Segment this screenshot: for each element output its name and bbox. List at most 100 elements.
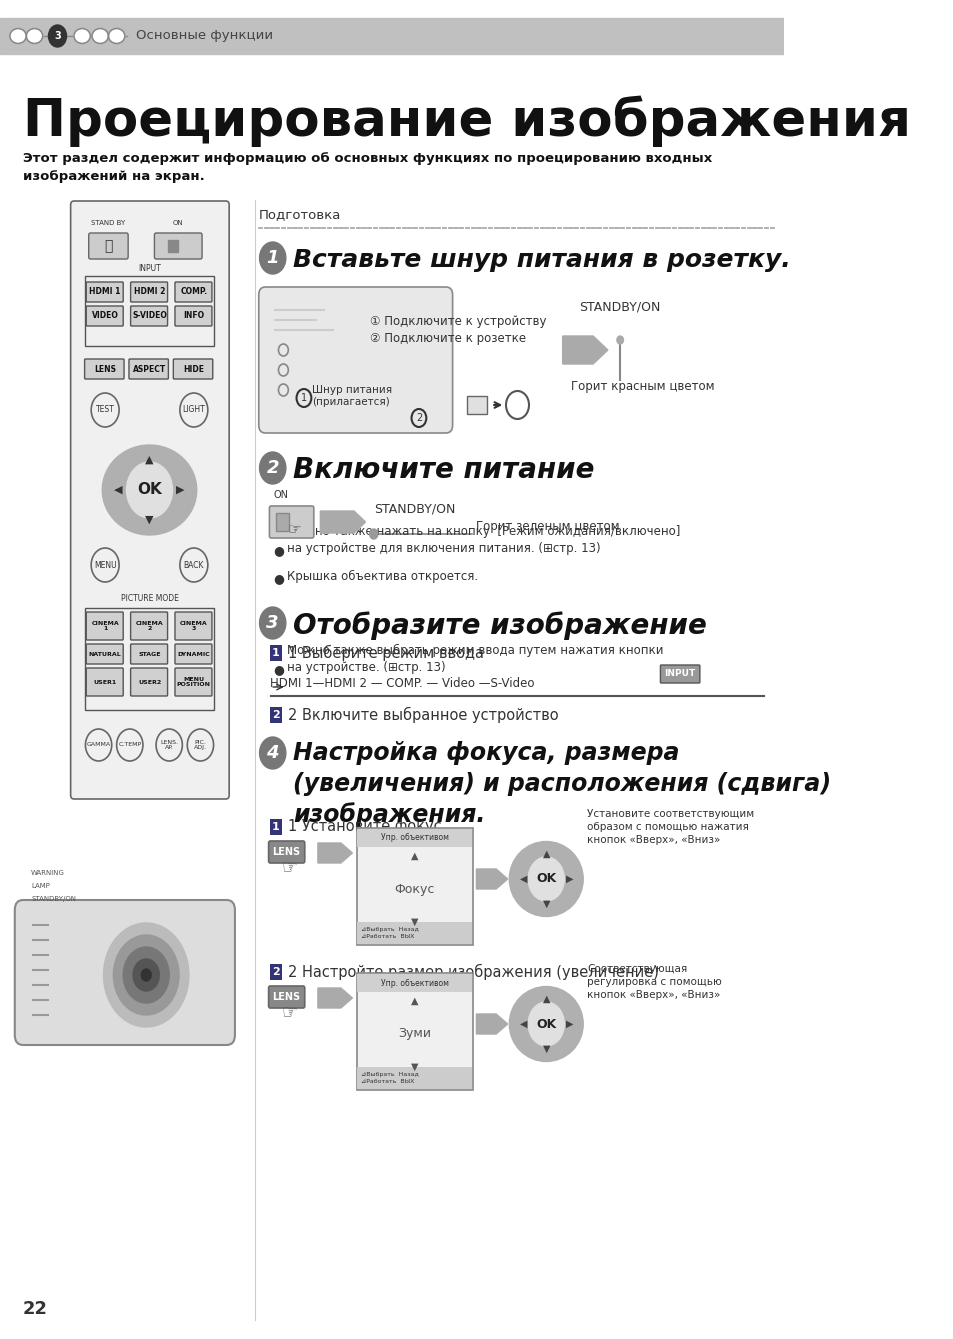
Text: HDMI 1—HDMI 2 — COMP. — Video —S-Video: HDMI 1—HDMI 2 — COMP. — Video —S-Video <box>270 678 535 690</box>
Text: Установите соответствующим
образом с помощью нажатия
кнопок «Вверх», «Вниз»: Установите соответствующим образом с пом… <box>587 809 754 845</box>
Text: 3: 3 <box>54 31 61 42</box>
FancyBboxPatch shape <box>467 396 487 414</box>
Text: CINEMA
2: CINEMA 2 <box>135 620 163 632</box>
Circle shape <box>132 959 159 991</box>
Text: ☞: ☞ <box>281 858 297 876</box>
Circle shape <box>123 947 169 1003</box>
Text: Горит красным цветом: Горит красным цветом <box>570 380 714 394</box>
Text: STANDBY/ON: STANDBY/ON <box>31 896 76 902</box>
Ellipse shape <box>27 28 43 43</box>
Text: ▲: ▲ <box>411 852 418 861</box>
Circle shape <box>259 736 286 769</box>
Text: ▼: ▼ <box>542 898 550 909</box>
Text: LENS: LENS <box>94 364 116 374</box>
Text: C.TEMP: C.TEMP <box>118 743 141 747</box>
Text: S-VIDEO: S-VIDEO <box>132 312 167 320</box>
FancyArrow shape <box>476 1014 507 1034</box>
Text: Проецирование изображения: Проецирование изображения <box>23 95 910 146</box>
FancyBboxPatch shape <box>174 612 212 640</box>
Text: MENU: MENU <box>93 561 116 569</box>
Circle shape <box>528 857 564 901</box>
Text: INPUT: INPUT <box>664 670 695 679</box>
FancyBboxPatch shape <box>270 707 281 723</box>
Text: ② Подключите к розетке: ② Подключите к розетке <box>369 332 525 345</box>
Text: OK: OK <box>536 873 556 885</box>
Text: ▼: ▼ <box>411 917 418 927</box>
Ellipse shape <box>10 28 27 43</box>
FancyArrow shape <box>317 844 352 864</box>
Text: ◀: ◀ <box>519 1019 526 1028</box>
Text: LENS.
AP.: LENS. AP. <box>160 739 178 750</box>
Text: STANDBY/ON: STANDBY/ON <box>578 300 659 313</box>
Text: HDMI 1: HDMI 1 <box>90 288 121 296</box>
Text: TEST: TEST <box>95 406 114 415</box>
FancyBboxPatch shape <box>131 283 168 303</box>
Text: CINEMA
3: CINEMA 3 <box>180 620 208 632</box>
Text: Фокус: Фокус <box>395 882 435 896</box>
Text: OK: OK <box>536 1018 556 1031</box>
Text: ◀: ◀ <box>114 485 122 495</box>
Text: LAMP: LAMP <box>31 882 51 889</box>
Text: ON: ON <box>274 490 288 499</box>
FancyBboxPatch shape <box>86 283 123 303</box>
Text: ▶: ▶ <box>565 874 573 884</box>
Text: 1 Выберите режим ввода: 1 Выберите режим ввода <box>288 645 484 661</box>
Text: Шнур питания
(прилагается): Шнур питания (прилагается) <box>312 384 392 407</box>
Text: ☞: ☞ <box>281 1003 297 1022</box>
Ellipse shape <box>109 28 125 43</box>
FancyBboxPatch shape <box>269 986 304 1008</box>
FancyBboxPatch shape <box>174 283 212 303</box>
Circle shape <box>617 336 623 344</box>
FancyBboxPatch shape <box>174 644 212 664</box>
Text: GAMMA: GAMMA <box>87 743 111 747</box>
Text: 2: 2 <box>416 412 421 423</box>
FancyBboxPatch shape <box>659 665 700 683</box>
Text: NATURAL: NATURAL <box>89 652 121 656</box>
Text: 3: 3 <box>266 615 278 632</box>
Text: INPUT: INPUT <box>138 264 161 273</box>
Text: Соответствующая
регулировка с помощью
кнопок «Вверх», «Вниз»: Соответствующая регулировка с помощью кн… <box>587 964 721 1000</box>
Text: CINEMA
1: CINEMA 1 <box>91 620 119 632</box>
FancyBboxPatch shape <box>270 819 281 836</box>
FancyBboxPatch shape <box>269 506 314 538</box>
Ellipse shape <box>509 987 582 1062</box>
Text: 1 Установите фокус: 1 Установите фокус <box>288 819 441 834</box>
FancyArrow shape <box>320 511 365 533</box>
FancyBboxPatch shape <box>357 829 472 848</box>
Circle shape <box>141 969 151 981</box>
Text: Упр. объективом: Упр. объективом <box>380 979 448 987</box>
Text: PIC.
ADJ.: PIC. ADJ. <box>193 739 207 750</box>
Text: ▲: ▲ <box>411 996 418 1006</box>
Text: BACK: BACK <box>183 561 204 569</box>
FancyBboxPatch shape <box>357 1067 472 1089</box>
FancyBboxPatch shape <box>357 973 472 992</box>
Text: ☞: ☞ <box>288 522 301 537</box>
Text: USER2: USER2 <box>138 679 161 684</box>
Text: ●: ● <box>274 544 284 557</box>
Text: 2: 2 <box>272 710 279 720</box>
Text: LENS: LENS <box>273 992 300 1002</box>
Ellipse shape <box>102 445 196 536</box>
Text: ▼: ▼ <box>411 1062 418 1073</box>
Circle shape <box>259 607 286 639</box>
Text: ⊿Выбрать  Назад
⊿Работать  ВЫХ: ⊿Выбрать Назад ⊿Работать ВЫХ <box>361 1073 419 1083</box>
FancyBboxPatch shape <box>131 307 168 325</box>
FancyBboxPatch shape <box>174 668 212 696</box>
Text: ON: ON <box>172 220 183 226</box>
Ellipse shape <box>509 841 582 916</box>
FancyBboxPatch shape <box>174 307 212 325</box>
Text: Вставьте шнур питания в розетку.: Вставьте шнур питания в розетку. <box>293 248 790 272</box>
Text: ◀: ◀ <box>519 874 526 884</box>
Text: Основные функции: Основные функции <box>135 29 273 43</box>
FancyBboxPatch shape <box>89 233 128 258</box>
Text: Упр. объективом: Упр. объективом <box>380 833 448 842</box>
Text: 2 Включите выбранное устройство: 2 Включите выбранное устройство <box>288 707 558 723</box>
Text: OK: OK <box>137 482 162 498</box>
Text: ASPECT: ASPECT <box>132 364 166 374</box>
Text: Можно также выбрать режим ввода путем нажатия кнопки      
на устройстве. (⊞стр.: Можно также выбрать режим ввода путем на… <box>287 644 685 674</box>
FancyBboxPatch shape <box>86 307 123 325</box>
Text: 2: 2 <box>266 459 278 477</box>
Text: 1: 1 <box>300 394 307 403</box>
Text: ●: ● <box>274 663 284 676</box>
Text: ⏻: ⏻ <box>104 238 112 253</box>
